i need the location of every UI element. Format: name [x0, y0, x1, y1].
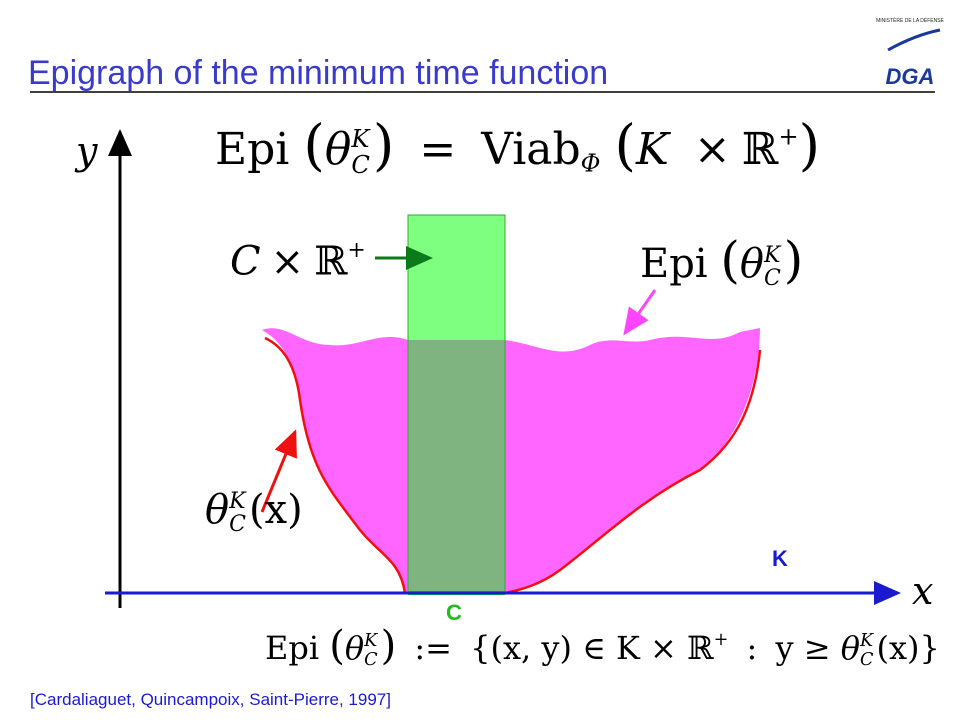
function-curve-left [264, 336, 407, 594]
math: : [746, 629, 758, 667]
math: + [778, 122, 799, 151]
math: θ [840, 629, 860, 667]
math: θ [739, 241, 764, 287]
logo-name: DGA [886, 64, 935, 89]
math: K [229, 489, 246, 514]
math: ) [372, 113, 395, 177]
math: {(x, y) ∈ K × ℝ [470, 629, 714, 667]
definition: Epi (θ K C) := {(x, y) ∈ K × ℝ+ : y ≥ θ K C(… [265, 626, 940, 669]
math: ( [614, 113, 636, 177]
math: K [364, 631, 378, 652]
math: Φ [580, 149, 601, 178]
slide-title: Epigraph of the minimum time function [28, 54, 608, 92]
x-axis-label: x [912, 569, 934, 613]
math: C [860, 649, 874, 670]
math: K [351, 125, 370, 154]
function-curve-right [504, 349, 762, 595]
epi-label: Epi (θ K C) [640, 235, 803, 290]
math: ) [798, 113, 821, 177]
math: θ [344, 629, 365, 667]
citation: [Cardaliaguet, Quincampoix, Saint-Pierre… [30, 690, 391, 709]
math: (x)} [876, 629, 940, 667]
math: C [364, 649, 378, 670]
set-k-label: K [772, 546, 788, 571]
math: × [693, 124, 731, 175]
product-label: C × ℝ+ [230, 240, 366, 282]
math: θ [205, 487, 230, 534]
epi-arrow [623, 289, 657, 336]
math: × [270, 238, 305, 285]
epigraph-region [262, 328, 760, 593]
math: + [347, 238, 366, 263]
math: ℝ [314, 238, 348, 285]
y-axis-label: y [76, 129, 98, 173]
function-arrow [260, 429, 297, 513]
math: C [230, 238, 261, 285]
logo-ministry: MINISTÈRE DE LA DÉFENSE [876, 17, 944, 24]
math: (x) [248, 487, 303, 534]
set-c-label: C [446, 600, 462, 625]
math: C [229, 512, 246, 538]
math: Viab [481, 124, 581, 175]
math: C [763, 266, 781, 291]
math: ) [380, 623, 397, 669]
formula-top: Epi (θ K C) = ViabΦ (K × ℝ+) [215, 118, 820, 178]
math: K [763, 242, 781, 268]
math: K [635, 124, 669, 175]
target-column [407, 214, 506, 594]
math: y ≥ [775, 629, 831, 667]
math: ( [303, 113, 325, 177]
math: ℝ [741, 124, 779, 175]
math: ) [783, 231, 804, 289]
math: := [414, 629, 452, 667]
math: + [713, 629, 729, 650]
math: θ [324, 124, 352, 175]
math: Epi [215, 124, 290, 175]
math: C [351, 150, 370, 179]
math: Epi [640, 241, 708, 287]
logo-swoosh [887, 28, 941, 52]
math: ( [329, 623, 345, 669]
math: Epi [265, 629, 320, 667]
math: K [860, 631, 874, 652]
math: = [419, 124, 457, 175]
function-label: θ K C (x) [205, 490, 303, 536]
math: ( [720, 231, 740, 289]
